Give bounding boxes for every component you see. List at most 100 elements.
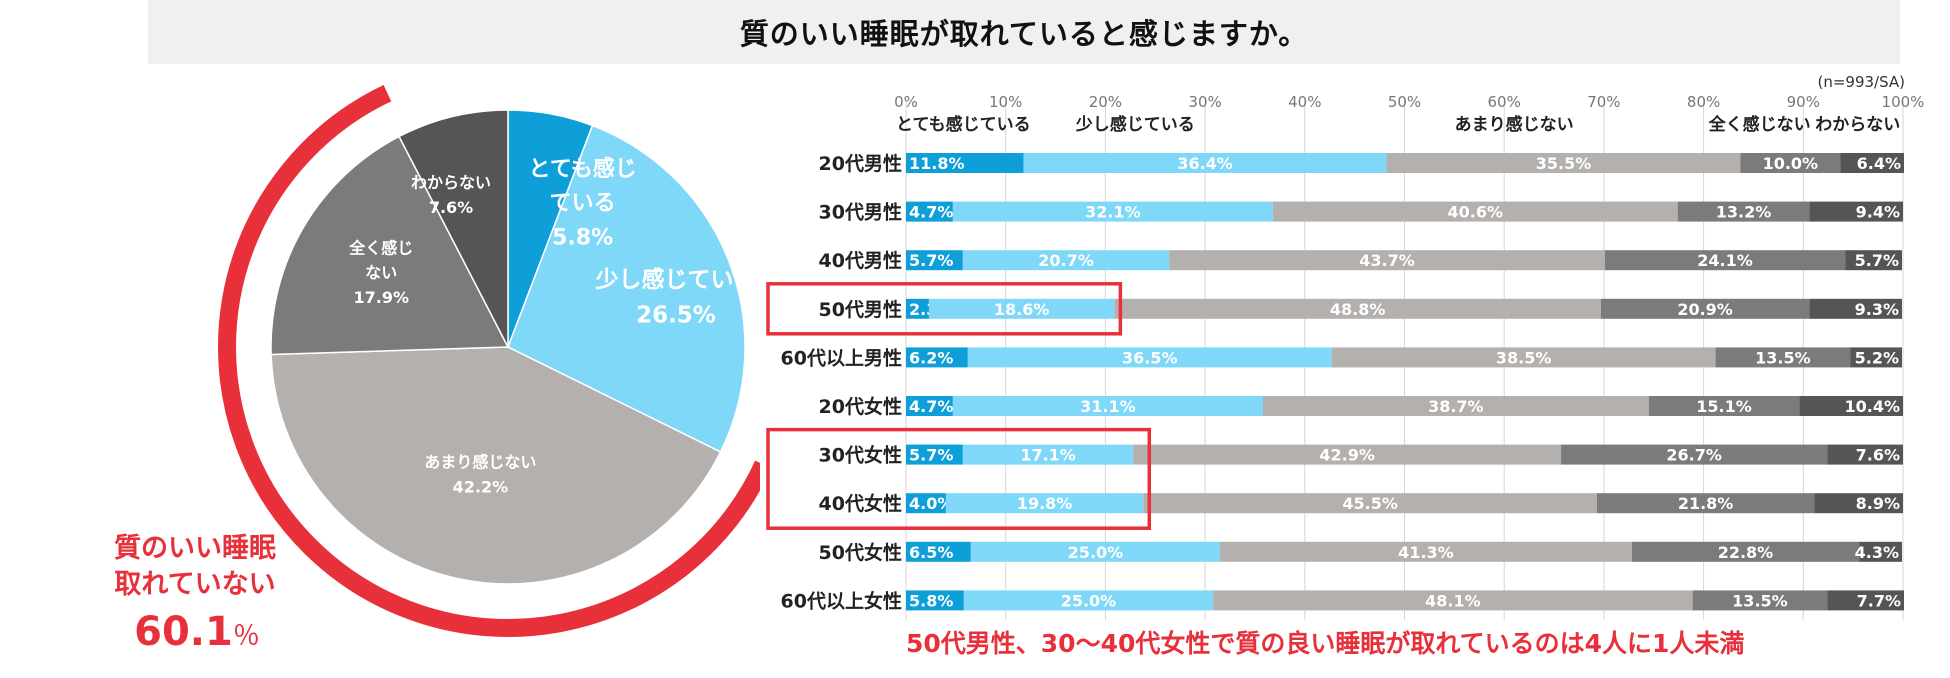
bar-value-label: 38.5% <box>1496 348 1552 367</box>
callout-value-unit: ％ <box>233 621 260 652</box>
pie-slice-not_at_all <box>270 135 510 356</box>
bar-value-label: 6.4% <box>1857 154 1901 173</box>
category-label: 50代男性 <box>819 298 902 321</box>
bar-segment-not_at_all <box>1604 250 1846 271</box>
pie-chart: とても感じている 5.8% 少し感じている 26.5% あまり感じない 42.2% 全く感じ… <box>114 79 760 655</box>
callout-line2: 取れていない <box>114 569 275 600</box>
bar-value-label: 41.3% <box>1398 543 1454 562</box>
bar-value-label: 10.0% <box>1763 154 1819 173</box>
bar-value-label: 17.1% <box>1020 446 1076 465</box>
bar-value-label: 9.4% <box>1856 203 1900 222</box>
bar-segment-not_much <box>1133 444 1562 465</box>
pie-value-label: 7.6% <box>429 198 473 217</box>
legend-unknown: わからない <box>1815 115 1900 135</box>
bar-value-label: 43.7% <box>1359 251 1415 270</box>
bar-segment-somewhat <box>1023 153 1387 173</box>
callout-value-number: 60.1 <box>134 609 233 655</box>
category-label: 60代以上女性 <box>781 589 902 612</box>
bar-value-label: 11.8% <box>909 154 965 173</box>
bar-segment-not_at_all <box>1692 590 1828 611</box>
bar-segment-unknown <box>1809 298 1903 319</box>
bar-value-label: 21.8% <box>1678 494 1734 513</box>
bar-value-label: 9.3% <box>1855 300 1899 319</box>
bar-segment-very <box>906 298 929 319</box>
bar-segment-very <box>906 153 1024 173</box>
bar-segment-unknown <box>1827 590 1904 611</box>
bar-segment-unknown <box>1850 347 1903 368</box>
bar-value-label: 13.5% <box>1732 591 1788 610</box>
bar-value-label: 5.7% <box>909 446 953 465</box>
category-label: 40代女性 <box>819 492 902 515</box>
bar-segment-unknown <box>1845 250 1903 271</box>
x-tick-label: 0% <box>894 93 918 111</box>
bar-value-label: 36.5% <box>1122 348 1178 367</box>
bar-segment-not_at_all <box>1600 298 1810 319</box>
bar-segment-unknown <box>1799 396 1903 416</box>
bar-value-label: 4.7% <box>909 397 953 416</box>
x-tick-label: 70% <box>1587 93 1620 111</box>
bar-value-label: 32.1% <box>1085 203 1141 222</box>
bar-value-label: 18.6% <box>994 300 1050 319</box>
pie-slice-label: とても感じ <box>529 156 637 182</box>
bar-segment-somewhat <box>962 250 1170 271</box>
bar-segment-not_at_all <box>1740 153 1841 173</box>
bar-segment-not_much <box>1262 396 1649 416</box>
pie-slice-label: 全く感じ <box>348 238 413 257</box>
bar-value-label: 25.0% <box>1068 543 1124 562</box>
bar-segment-not_at_all <box>1715 347 1851 368</box>
bar-segment-not_at_all <box>1596 493 1815 514</box>
pie-slice-unknown <box>398 109 509 348</box>
bar-value-label: 45.5% <box>1342 494 1398 513</box>
highlight-box <box>766 427 1152 530</box>
bar-value-label: 38.7% <box>1428 397 1484 416</box>
bar-segment-not_much <box>1220 541 1632 562</box>
x-tick-label: 90% <box>1787 93 1820 111</box>
bar-value-label: 48.8% <box>1330 300 1386 319</box>
bar-value-label: 7.7% <box>1857 591 1901 610</box>
pie-slice-label: あまり感じない <box>424 453 536 472</box>
bar-value-label: 4.0% <box>909 494 953 513</box>
x-tick-label: 50% <box>1388 93 1421 111</box>
bar-segment-very <box>906 444 963 465</box>
pie-slice-label: ない <box>365 263 397 282</box>
bar-segment-not_much <box>1213 590 1693 611</box>
category-label: 40代男性 <box>819 249 902 272</box>
pie-slice-somewhat <box>507 124 746 453</box>
bar-segment-somewhat <box>970 541 1221 562</box>
bar-segment-unknown <box>1814 493 1903 514</box>
category-label: 30代女性 <box>819 444 902 467</box>
bar-segment-very <box>906 493 946 514</box>
bar-value-label: 8.9% <box>1856 494 1900 513</box>
category-label: 60代以上男性 <box>781 346 902 369</box>
bar-value-label: 5.8% <box>909 591 953 610</box>
bar-segment-somewhat <box>928 298 1115 319</box>
bar-segment-somewhat <box>963 590 1214 611</box>
x-tick-label: 80% <box>1687 93 1720 111</box>
pie-value-label: 5.8% <box>552 225 613 250</box>
bar-segment-somewhat <box>945 493 1144 514</box>
bar-value-label: 4.7% <box>909 203 953 222</box>
bar-segment-somewhat <box>952 396 1263 416</box>
bar-segment-somewhat <box>962 444 1134 465</box>
bar-value-label: 48.1% <box>1425 591 1481 610</box>
bar-segment-very <box>906 201 953 222</box>
bar-segment-not_much <box>1169 250 1605 271</box>
bar-segment-not_much <box>1272 201 1678 222</box>
bar-value-label: 22.8% <box>1718 543 1774 562</box>
pie-slice-label: わからない <box>411 173 491 192</box>
callout-line1: 質のいい睡眠 <box>114 533 276 564</box>
legend-somewhat: 少し感じている <box>1075 114 1195 135</box>
legend-not_at_all: 全く感じない <box>1708 114 1811 135</box>
pie-slice-not_much <box>270 346 722 585</box>
category-label: 50代女性 <box>819 541 902 564</box>
legend-not_much: あまり感じない <box>1455 114 1574 135</box>
bar-segment-unknown <box>1827 444 1903 465</box>
bar-segment-very <box>906 590 964 611</box>
pie-value-label: 17.9% <box>354 288 410 307</box>
bar-value-label: 25.0% <box>1061 591 1117 610</box>
bar-segment-not_at_all <box>1677 201 1810 222</box>
bar-value-label: 13.2% <box>1716 203 1772 222</box>
bar-value-label: 5.2% <box>1855 348 1899 367</box>
bar-value-label: 36.4% <box>1177 154 1233 173</box>
bar-segment-very <box>906 396 953 416</box>
